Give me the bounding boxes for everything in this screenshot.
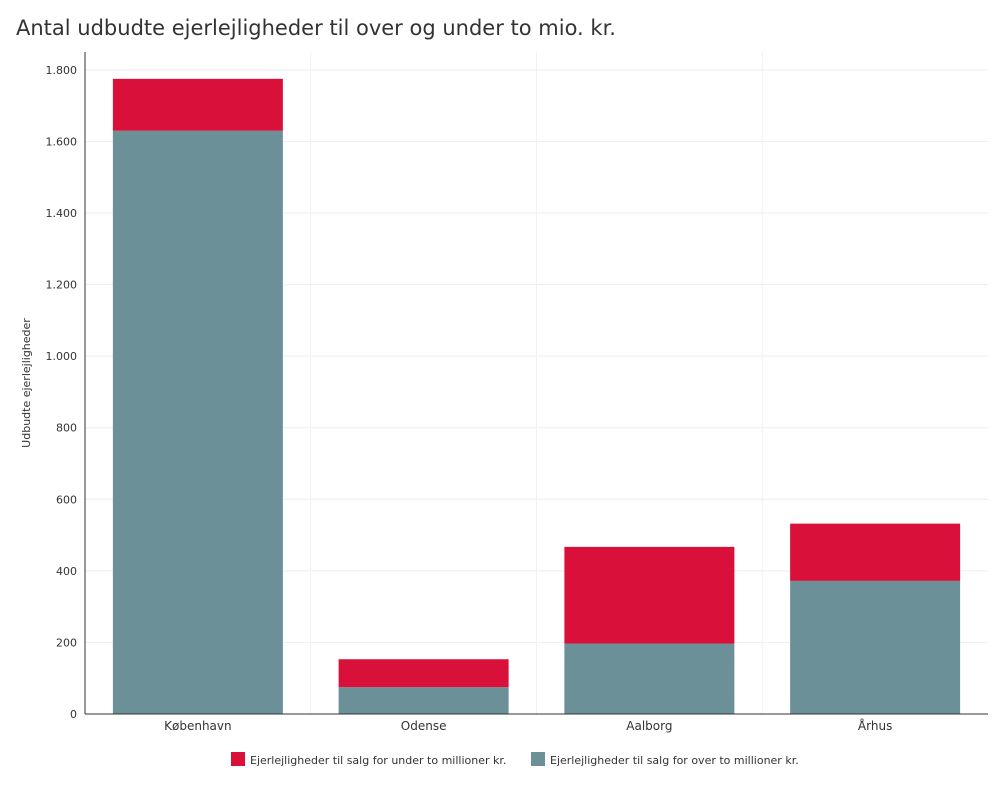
y-tick-label: 1.000 (46, 350, 78, 363)
bar-segment (112, 130, 283, 715)
bar-segment (338, 659, 509, 688)
x-category-label: Århus (858, 718, 892, 733)
y-tick-label: 1.800 (46, 64, 78, 77)
legend-swatch (531, 752, 545, 766)
chart-title: Antal udbudte ejerlejligheder til over o… (16, 16, 616, 40)
legend: Ejerlejligheder til salg for under to mi… (231, 752, 799, 767)
bar-segment (338, 687, 509, 714)
x-category-label: Odense (401, 719, 447, 733)
y-tick-label: 200 (56, 636, 77, 649)
legend-label: Ejerlejligheder til salg for under to mi… (250, 754, 506, 767)
y-tick-label: 600 (56, 493, 77, 506)
x-category-label: Aalborg (626, 719, 672, 733)
bars-layer (112, 78, 961, 715)
bar-segment (790, 580, 961, 714)
y-tick-label: 1.400 (46, 207, 78, 220)
legend-swatch (231, 752, 245, 766)
y-tick-label: 800 (56, 422, 77, 435)
bar-segment (790, 523, 961, 581)
y-tick-label: 400 (56, 565, 77, 578)
y-tick-label: 1.600 (46, 135, 78, 148)
y-tick-labels: 0 200 400 600 800 1.000 1.200 1.400 1.600 1.800 (46, 64, 78, 721)
bar-segment (112, 78, 283, 131)
axes-layer (84, 52, 988, 715)
x-category-label: København (164, 719, 231, 733)
y-axis-title: Udbudte ejerlejligheder (20, 318, 33, 448)
y-tick-label: 1.200 (46, 279, 78, 292)
y-tick-label: 0 (70, 708, 77, 721)
x-category-labels: København Odense Aalborg Århus (164, 718, 892, 733)
bar-segment (564, 643, 735, 714)
legend-label: Ejerlejligheder til salg for over to mil… (550, 754, 799, 767)
bar-segment (564, 546, 735, 644)
